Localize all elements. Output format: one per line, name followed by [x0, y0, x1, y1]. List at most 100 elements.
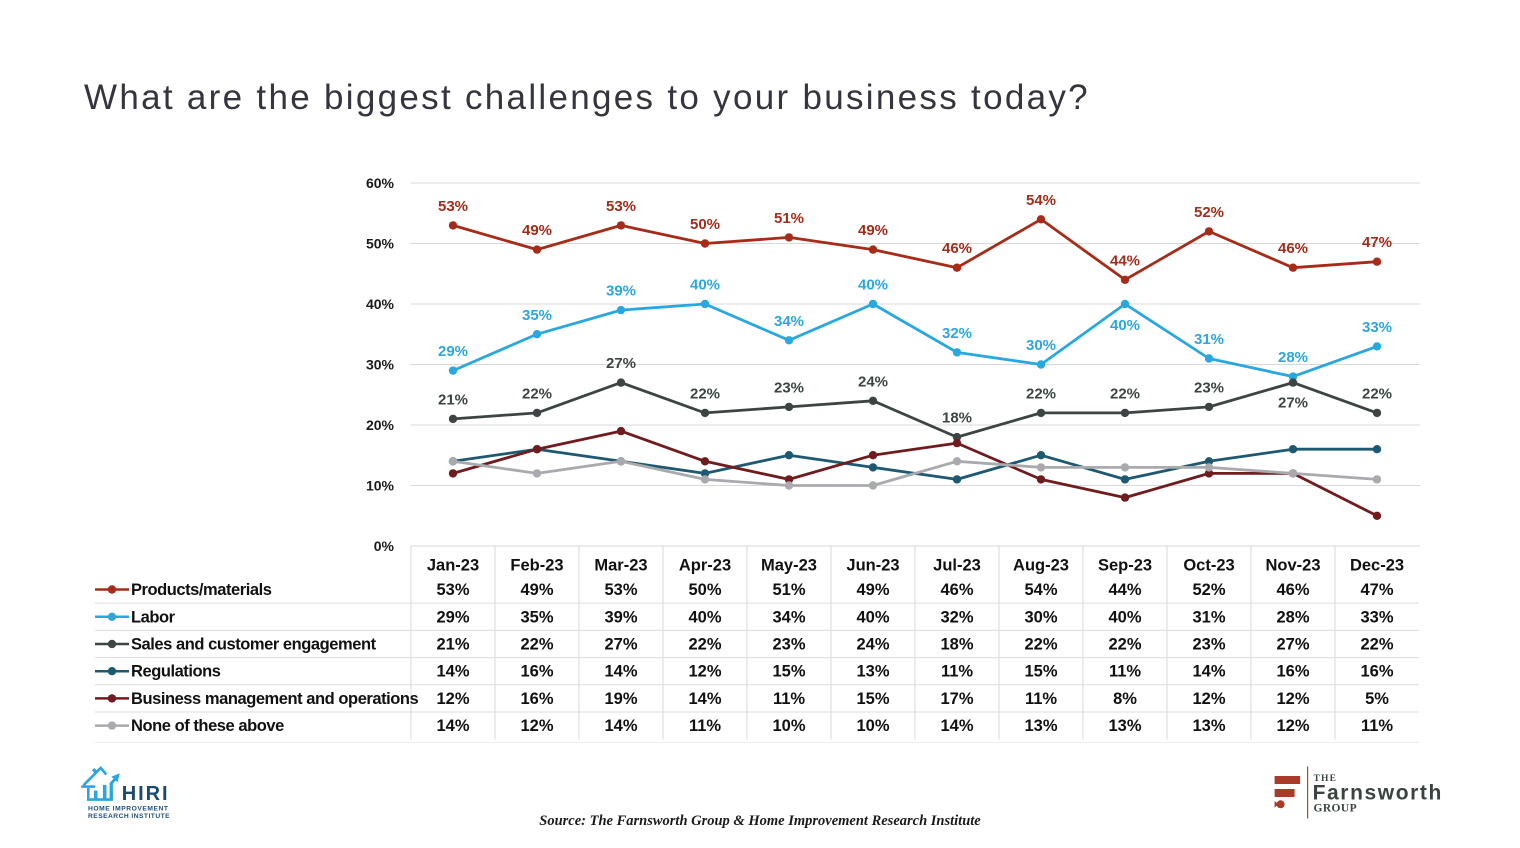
svg-text:21%: 21% — [438, 391, 468, 408]
svg-text:46%: 46% — [1278, 240, 1308, 257]
svg-text:29%: 29% — [436, 608, 469, 626]
svg-text:53%: 53% — [438, 198, 468, 215]
svg-text:23%: 23% — [772, 636, 805, 654]
svg-text:28%: 28% — [1278, 349, 1308, 366]
svg-text:46%: 46% — [942, 240, 972, 257]
svg-text:14%: 14% — [604, 663, 637, 681]
svg-text:52%: 52% — [1194, 204, 1224, 221]
svg-text:Nov-23: Nov-23 — [1265, 557, 1320, 575]
svg-text:THE: THE — [1314, 774, 1338, 784]
svg-text:18%: 18% — [942, 410, 972, 427]
svg-text:23%: 23% — [1192, 636, 1225, 654]
svg-text:50%: 50% — [690, 216, 720, 233]
svg-text:53%: 53% — [606, 198, 636, 215]
svg-text:HIRI: HIRI — [122, 783, 170, 805]
svg-text:24%: 24% — [858, 373, 888, 390]
svg-text:10%: 10% — [772, 717, 805, 735]
svg-text:47%: 47% — [1360, 581, 1393, 599]
svg-text:22%: 22% — [1108, 636, 1141, 654]
svg-text:49%: 49% — [522, 222, 552, 239]
svg-text:12%: 12% — [1192, 690, 1225, 708]
svg-text:34%: 34% — [772, 608, 805, 626]
svg-text:Jun-23: Jun-23 — [846, 557, 899, 575]
svg-text:30%: 30% — [366, 357, 395, 373]
svg-text:31%: 31% — [1192, 608, 1225, 626]
svg-text:16%: 16% — [1360, 663, 1393, 681]
svg-text:Sales and customer engagement: Sales and customer engagement — [131, 636, 377, 654]
svg-text:16%: 16% — [1276, 663, 1309, 681]
svg-text:51%: 51% — [774, 210, 804, 227]
svg-text:RESEARCH INSTITUTE: RESEARCH INSTITUTE — [88, 813, 170, 820]
svg-text:19%: 19% — [604, 690, 637, 708]
svg-text:22%: 22% — [522, 385, 552, 402]
svg-text:Business management and operat: Business management and operations — [131, 690, 419, 708]
svg-text:32%: 32% — [942, 325, 972, 342]
svg-text:54%: 54% — [1024, 581, 1057, 599]
svg-text:17%: 17% — [940, 690, 973, 708]
svg-text:21%: 21% — [436, 636, 469, 654]
svg-text:Aug-23: Aug-23 — [1013, 557, 1069, 575]
svg-text:8%: 8% — [1113, 690, 1137, 708]
svg-text:32%: 32% — [940, 608, 973, 626]
svg-text:50%: 50% — [366, 236, 395, 252]
svg-text:Mar-23: Mar-23 — [594, 557, 647, 575]
svg-text:12%: 12% — [1276, 690, 1309, 708]
svg-text:14%: 14% — [436, 663, 469, 681]
svg-text:49%: 49% — [856, 581, 889, 599]
svg-text:22%: 22% — [1362, 385, 1392, 402]
svg-text:49%: 49% — [858, 222, 888, 239]
svg-text:22%: 22% — [1026, 385, 1056, 402]
svg-text:18%: 18% — [940, 636, 973, 654]
svg-text:13%: 13% — [1192, 717, 1225, 735]
svg-text:40%: 40% — [856, 608, 889, 626]
svg-text:33%: 33% — [1362, 319, 1392, 336]
svg-text:Jul-23: Jul-23 — [933, 557, 981, 575]
svg-text:39%: 39% — [604, 608, 637, 626]
svg-text:14%: 14% — [1192, 663, 1225, 681]
svg-text:46%: 46% — [940, 581, 973, 599]
svg-text:31%: 31% — [1194, 331, 1224, 348]
svg-text:22%: 22% — [1110, 385, 1140, 402]
svg-text:22%: 22% — [1024, 636, 1057, 654]
svg-text:34%: 34% — [774, 313, 804, 330]
svg-text:Farnsworth: Farnsworth — [1313, 781, 1443, 804]
svg-text:HOME IMPROVEMENT: HOME IMPROVEMENT — [88, 805, 169, 812]
svg-text:30%: 30% — [1026, 337, 1056, 354]
svg-text:44%: 44% — [1110, 252, 1140, 269]
svg-text:Oct-23: Oct-23 — [1183, 557, 1234, 575]
svg-text:14%: 14% — [604, 717, 637, 735]
svg-text:35%: 35% — [522, 307, 552, 324]
svg-text:12%: 12% — [688, 663, 721, 681]
svg-text:11%: 11% — [1361, 717, 1393, 735]
svg-text:35%: 35% — [520, 608, 553, 626]
svg-text:13%: 13% — [856, 663, 889, 681]
svg-text:30%: 30% — [1024, 608, 1057, 626]
svg-text:16%: 16% — [520, 690, 553, 708]
svg-text:11%: 11% — [689, 717, 721, 735]
svg-text:24%: 24% — [856, 636, 889, 654]
svg-text:GROUP: GROUP — [1314, 803, 1358, 815]
svg-text:0%: 0% — [374, 538, 395, 554]
svg-text:51%: 51% — [772, 581, 805, 599]
svg-text:22%: 22% — [690, 385, 720, 402]
svg-text:49%: 49% — [520, 581, 553, 599]
svg-text:15%: 15% — [856, 690, 889, 708]
svg-text:50%: 50% — [688, 581, 721, 599]
svg-text:33%: 33% — [1360, 608, 1393, 626]
svg-text:Apr-23: Apr-23 — [679, 557, 731, 575]
svg-text:28%: 28% — [1276, 608, 1309, 626]
svg-text:12%: 12% — [1276, 717, 1309, 735]
svg-text:11%: 11% — [1109, 663, 1141, 681]
svg-text:15%: 15% — [1024, 663, 1057, 681]
svg-text:40%: 40% — [1108, 608, 1141, 626]
svg-text:Jan-23: Jan-23 — [427, 557, 479, 575]
svg-text:10%: 10% — [366, 478, 395, 494]
svg-text:27%: 27% — [606, 355, 636, 372]
svg-text:Labor: Labor — [131, 608, 176, 626]
svg-text:22%: 22% — [688, 636, 721, 654]
svg-text:47%: 47% — [1362, 234, 1392, 251]
svg-text:53%: 53% — [604, 581, 637, 599]
svg-text:11%: 11% — [773, 690, 805, 708]
svg-text:10%: 10% — [856, 717, 889, 735]
svg-text:46%: 46% — [1276, 581, 1309, 599]
